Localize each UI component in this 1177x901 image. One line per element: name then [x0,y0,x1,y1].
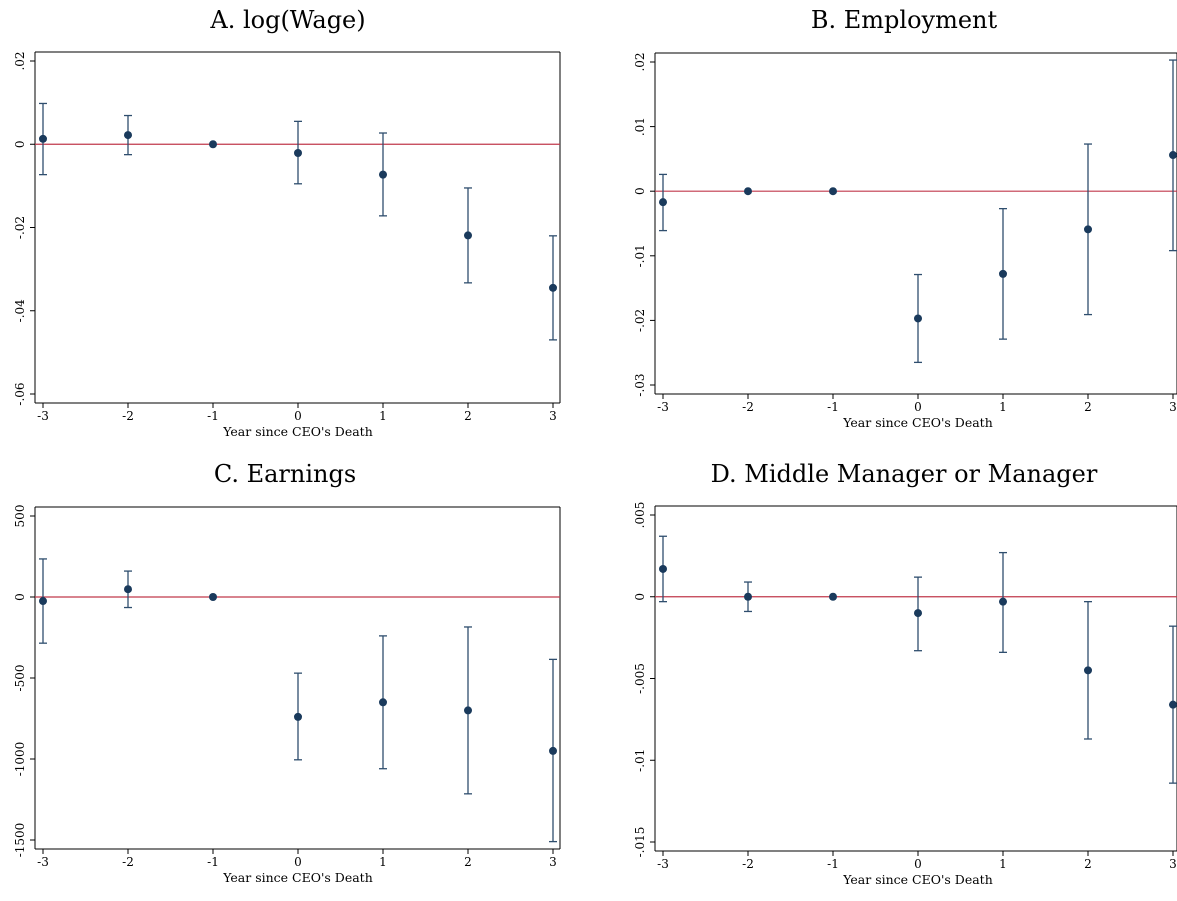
x-tick-label: -2 [742,400,754,414]
panel-title: B. Employment [811,6,998,34]
x-tick-label: 0 [294,409,302,423]
panel-1: A. log(Wage) .02 0 -.02 -.04 -.06 -3 -2 -1 0 1 2 3 Ye… [13,6,561,439]
point-estimate [549,746,557,755]
x-axis-title: Year since CEO's Death [842,872,993,887]
panel-4: D. Middle Manager or Manager .005 0 -.005 -.… [633,460,1177,887]
point-estimate [1084,225,1092,234]
x-tick-label: -1 [207,409,219,423]
y-tick-label: -.005 [633,663,647,694]
y-tick-label: -1000 [13,742,27,777]
y-tick-label: -.06 [13,382,27,405]
x-tick-label: -1 [207,855,219,869]
x-tick-label: 1 [379,855,387,869]
x-axis-title: Year since CEO's Death [222,424,373,439]
panel-title: D. Middle Manager or Manager [711,460,1098,488]
y-tick-label: 0 [13,140,27,148]
y-tick-label: .005 [633,502,647,529]
point-estimate [39,134,47,143]
x-tick-label: 3 [1169,400,1177,414]
x-axis-title: Year since CEO's Death [842,415,993,430]
y-tick-label: 0 [13,593,27,601]
point-estimate [209,593,217,601]
point-estimate [659,564,667,573]
point-estimate [379,698,387,707]
x-tick-label: 0 [294,855,302,869]
y-tick-label: -.015 [633,827,647,858]
y-tick-label: 0 [633,593,647,601]
x-tick-label: -2 [122,855,134,869]
point-estimate [829,187,837,196]
x-tick-label: 1 [999,857,1007,871]
y-tick-label: .02 [13,51,27,70]
y-tick-label: -.01 [633,244,647,267]
point-estimate [549,283,557,292]
panel-2: B. Employment .02 .01 0 -.01 -.02 -.03 -3 -2 -1 0 1… [633,6,1177,430]
point-estimate [379,170,387,179]
y-tick-label: .02 [633,52,647,71]
point-estimate [659,198,667,207]
point-estimate [1169,700,1177,709]
panel-3: C. Earnings 500 0 -500 -1000 -1500 -3 -2 -1 0 1 2 3 Y… [13,460,561,885]
x-tick-label: 0 [914,400,922,414]
x-tick-label: 1 [999,400,1007,414]
x-tick-label: -1 [827,400,839,414]
point-estimate [914,314,922,323]
x-tick-label: 1 [379,409,387,423]
y-tick-label: -.02 [13,216,27,239]
x-tick-label: -3 [37,409,49,423]
point-estimate [999,597,1007,606]
x-tick-label: 3 [549,409,557,423]
x-tick-label: -2 [742,857,754,871]
y-tick-label: -.04 [13,299,27,323]
point-estimate [124,131,132,140]
x-tick-label: 2 [1084,400,1092,414]
point-estimate [464,231,472,240]
y-tick-label: -.03 [633,373,647,396]
x-tick-label: 2 [1084,857,1092,871]
point-estimate [1169,151,1177,160]
x-tick-label: -3 [657,857,669,871]
x-tick-label: -3 [657,400,669,414]
point-estimate [744,592,752,601]
point-estimate [744,187,752,196]
x-tick-label: -3 [37,855,49,869]
x-tick-label: 3 [549,855,557,869]
y-tick-label: 0 [633,187,647,195]
y-tick-label: 500 [13,505,27,528]
x-tick-label: 2 [464,855,472,869]
y-tick-label: -.01 [633,749,647,772]
panel-title: A. log(Wage) [209,6,365,34]
point-estimate [294,148,302,157]
y-tick-label: -1500 [13,823,27,858]
x-tick-label: 3 [1169,857,1177,871]
point-estimate [124,585,132,594]
panel-title: C. Earnings [214,460,356,488]
point-estimate [1084,666,1092,675]
point-estimate [464,706,472,715]
x-tick-label: -1 [827,857,839,871]
point-estimate [999,269,1007,278]
x-tick-label: 0 [914,857,922,871]
point-estimate [829,592,837,601]
x-tick-label: -2 [122,409,134,423]
point-estimate [914,609,922,618]
x-tick-label: 2 [464,409,472,423]
point-estimate [39,597,47,606]
y-tick-label: -500 [13,665,27,692]
y-tick-label: -.02 [633,309,647,332]
point-estimate [209,140,217,149]
y-tick-label: .01 [633,117,647,136]
point-estimate [294,712,302,721]
x-axis-title: Year since CEO's Death [222,870,373,885]
